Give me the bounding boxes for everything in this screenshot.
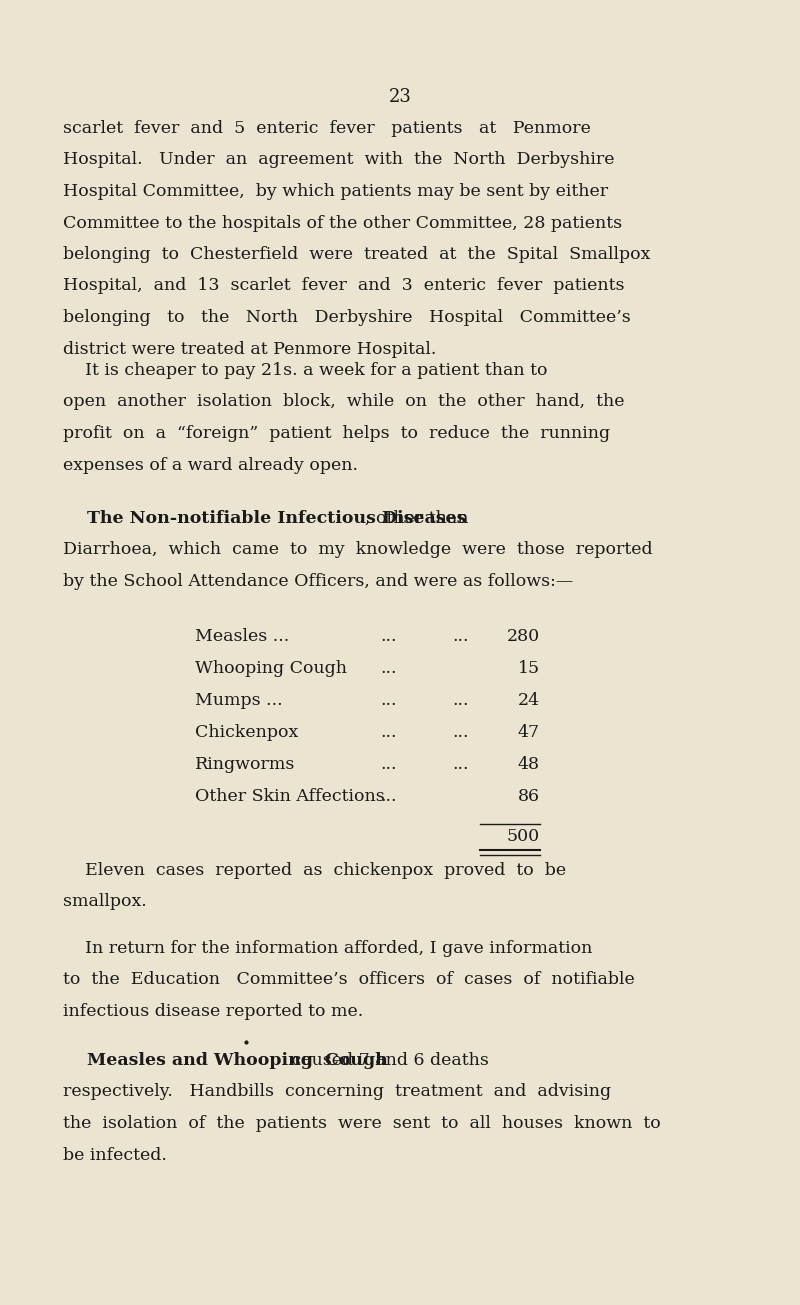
Text: ...: ... bbox=[452, 628, 469, 645]
Text: ...: ... bbox=[380, 756, 397, 773]
Text: 23: 23 bbox=[389, 87, 411, 106]
Text: Diarrhoea,  which  came  to  my  knowledge  were  those  reported: Diarrhoea, which came to my knowledge we… bbox=[63, 542, 653, 559]
Text: In return for the information afforded, I gave information: In return for the information afforded, … bbox=[63, 940, 592, 957]
Text: Measles and Whooping  Cough: Measles and Whooping Cough bbox=[63, 1052, 388, 1069]
Text: Eleven  cases  reported  as  chickenpox  proved  to  be: Eleven cases reported as chickenpox prov… bbox=[63, 863, 566, 880]
Text: ...: ... bbox=[380, 660, 397, 677]
Text: be infected.: be infected. bbox=[63, 1147, 167, 1164]
Text: The Non-notifiable Infectious Diseases: The Non-notifiable Infectious Diseases bbox=[63, 510, 466, 527]
Text: 24: 24 bbox=[518, 692, 540, 709]
Text: Chickenpox: Chickenpox bbox=[195, 724, 298, 741]
Text: 500: 500 bbox=[507, 827, 540, 846]
Text: respectively.   Handbills  concerning  treatment  and  advising: respectively. Handbills concerning treat… bbox=[63, 1083, 611, 1100]
Text: Measles ...: Measles ... bbox=[195, 628, 290, 645]
Text: Hospital,  and  13  scarlet  fever  and  3  enteric  fever  patients: Hospital, and 13 scarlet fever and 3 ent… bbox=[63, 278, 625, 295]
Text: 48: 48 bbox=[518, 756, 540, 773]
Text: the  isolation  of  the  patients  were  sent  to  all  houses  known  to: the isolation of the patients were sent … bbox=[63, 1114, 661, 1131]
Text: 280: 280 bbox=[507, 628, 540, 645]
Text: Hospital Committee,  by which patients may be sent by either: Hospital Committee, by which patients ma… bbox=[63, 183, 608, 200]
Text: ...: ... bbox=[452, 724, 469, 741]
Text: 86: 86 bbox=[518, 788, 540, 805]
Text: ...: ... bbox=[380, 724, 397, 741]
Text: Hospital.   Under  an  agreement  with  the  North  Derbyshire: Hospital. Under an agreement with the No… bbox=[63, 151, 614, 168]
Text: 47: 47 bbox=[518, 724, 540, 741]
Text: to  the  Education   Committee’s  officers  of  cases  of  notifiable: to the Education Committee’s officers of… bbox=[63, 971, 634, 988]
Text: district were treated at Penmore Hospital.: district were treated at Penmore Hospita… bbox=[63, 341, 436, 358]
Text: Mumps ...: Mumps ... bbox=[195, 692, 282, 709]
Text: It is cheaper to pay 21s. a week for a patient than to: It is cheaper to pay 21s. a week for a p… bbox=[63, 361, 547, 378]
Text: expenses of a ward already open.: expenses of a ward already open. bbox=[63, 457, 358, 474]
Text: caused 7 and 6 deaths: caused 7 and 6 deaths bbox=[286, 1052, 489, 1069]
Text: belonging   to   the   North   Derbyshire   Hospital   Committee’s: belonging to the North Derbyshire Hospit… bbox=[63, 309, 630, 326]
Text: Other Skin Affections: Other Skin Affections bbox=[195, 788, 385, 805]
Text: , other than: , other than bbox=[366, 510, 469, 527]
Text: ...: ... bbox=[452, 756, 469, 773]
Text: ...: ... bbox=[380, 692, 397, 709]
Text: ...: ... bbox=[380, 788, 397, 805]
Text: Whooping Cough: Whooping Cough bbox=[195, 660, 347, 677]
Text: belonging  to  Chesterfield  were  treated  at  the  Spital  Smallpox: belonging to Chesterfield were treated a… bbox=[63, 247, 650, 264]
Text: Committee to the hospitals of the other Committee, 28 patients: Committee to the hospitals of the other … bbox=[63, 214, 622, 231]
Text: infectious disease reported to me.: infectious disease reported to me. bbox=[63, 1004, 363, 1021]
Text: ...: ... bbox=[452, 692, 469, 709]
Text: 15: 15 bbox=[518, 660, 540, 677]
Text: Ringworms: Ringworms bbox=[195, 756, 295, 773]
Text: smallpox.: smallpox. bbox=[63, 894, 146, 911]
Text: profit  on  a  “foreign”  patient  helps  to  reduce  the  running: profit on a “foreign” patient helps to r… bbox=[63, 425, 610, 442]
Text: open  another  isolation  block,  while  on  the  other  hand,  the: open another isolation block, while on t… bbox=[63, 394, 625, 411]
Text: scarlet  fever  and  5  enteric  fever   patients   at   Penmore: scarlet fever and 5 enteric fever patien… bbox=[63, 120, 591, 137]
Text: by the School Attendance Officers, and were as follows:—: by the School Attendance Officers, and w… bbox=[63, 573, 574, 590]
Text: ...: ... bbox=[380, 628, 397, 645]
